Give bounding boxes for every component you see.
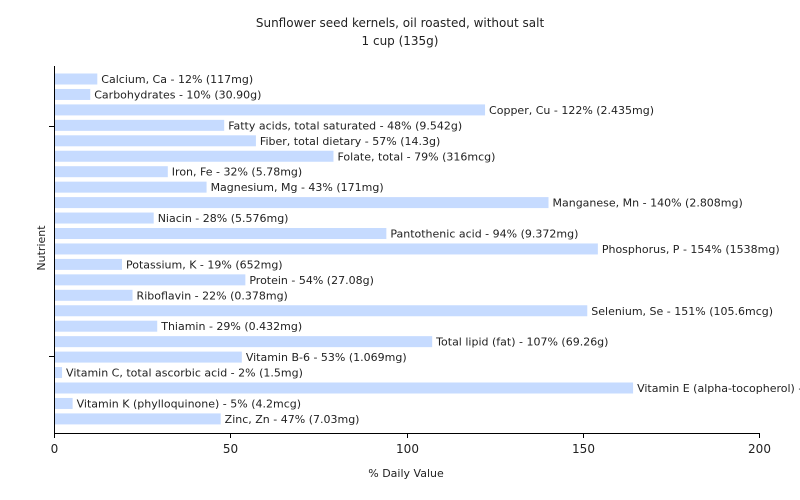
bar bbox=[55, 382, 634, 394]
bar bbox=[55, 274, 246, 286]
y-axis-label: Nutrient bbox=[35, 225, 48, 271]
bar bbox=[55, 88, 91, 100]
x-tick-label: 150 bbox=[572, 442, 595, 456]
bar-label: Folate, total - 79% (316mcg) bbox=[337, 150, 495, 163]
bar-label: Manganese, Mn - 140% (2.808mg) bbox=[553, 197, 743, 210]
bar-label: Zinc, Zn - 47% (7.03mg) bbox=[225, 413, 360, 426]
bar bbox=[55, 104, 486, 116]
bar-label: Selenium, Se - 151% (105.6mcg) bbox=[591, 305, 773, 318]
bar-label: Vitamin C, total ascorbic acid - 2% (1.5… bbox=[66, 367, 303, 380]
x-tick-label: 50 bbox=[223, 442, 238, 456]
bar-label: Copper, Cu - 122% (2.435mg) bbox=[489, 104, 654, 117]
bar bbox=[55, 166, 168, 178]
bar-label: Phosphorus, P - 154% (1538mg) bbox=[602, 243, 780, 256]
bar-label: Calcium, Ca - 12% (117mg) bbox=[101, 73, 253, 86]
bar-label: Vitamin E (alpha-tocopherol) - 164% (49.… bbox=[637, 382, 800, 395]
bar-label: Fatty acids, total saturated - 48% (9.54… bbox=[228, 119, 462, 132]
bar bbox=[55, 150, 334, 162]
bar bbox=[55, 413, 221, 425]
bar-label: Vitamin K (phylloquinone) - 5% (4.2mcg) bbox=[77, 397, 301, 410]
bars-group: Calcium, Ca - 12% (117mg) Carbohydrates -… bbox=[55, 73, 800, 426]
bar bbox=[55, 351, 242, 363]
bar-label: Carbohydrates - 10% (30.90g) bbox=[94, 88, 261, 101]
bar-label: Magnesium, Mg - 43% (171mg) bbox=[211, 181, 384, 194]
bar bbox=[55, 320, 158, 332]
bar-label: Niacin - 28% (5.576mg) bbox=[158, 212, 289, 225]
bar-label: Pantothenic acid - 94% (9.372mg) bbox=[390, 228, 578, 241]
bar bbox=[55, 258, 122, 270]
bar bbox=[55, 228, 387, 239]
x-tick-label: 200 bbox=[748, 442, 771, 456]
bar bbox=[55, 289, 133, 301]
bar-label: Total lipid (fat) - 107% (69.26g) bbox=[435, 336, 608, 349]
x-tick-label: 0 bbox=[51, 442, 59, 456]
bar bbox=[55, 243, 598, 255]
bar bbox=[55, 397, 73, 409]
chart-title: Sunflower seed kernels, oil roasted, wit… bbox=[256, 16, 545, 30]
bar-label: Riboflavin - 22% (0.378mg) bbox=[137, 289, 288, 302]
bar-label: Potassium, K - 19% (652mg) bbox=[126, 258, 283, 271]
bar bbox=[55, 181, 207, 193]
bar-label: Thiamin - 29% (0.432mg) bbox=[160, 320, 302, 333]
bar bbox=[55, 305, 588, 317]
axes-group: 0 50 100 150 200 bbox=[49, 66, 771, 456]
bar bbox=[55, 135, 256, 147]
x-tick-label: 100 bbox=[396, 442, 419, 456]
bar-label: Vitamin B-6 - 53% (1.069mg) bbox=[246, 351, 407, 364]
bar bbox=[55, 336, 433, 348]
bar-label: Iron, Fe - 32% (5.78mg) bbox=[172, 166, 302, 179]
bar bbox=[55, 73, 98, 85]
bar bbox=[55, 119, 225, 131]
bar-label: Protein - 54% (27.08g) bbox=[249, 274, 374, 287]
bar bbox=[55, 197, 549, 209]
chart-subtitle: 1 cup (135g) bbox=[362, 34, 439, 48]
x-axis-label: % Daily Value bbox=[368, 467, 444, 480]
bar bbox=[55, 212, 154, 224]
bar bbox=[55, 367, 63, 379]
bar-label: Fiber, total dietary - 57% (14.3g) bbox=[260, 135, 440, 148]
